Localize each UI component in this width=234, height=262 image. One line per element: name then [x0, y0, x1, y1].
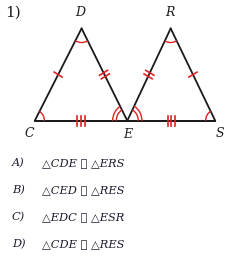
Text: △CED ≅ △RES: △CED ≅ △RES	[42, 185, 124, 195]
Text: 1): 1)	[5, 5, 21, 19]
Text: R: R	[165, 7, 175, 19]
Text: S: S	[216, 127, 224, 140]
Text: △CDE ≅ △RES: △CDE ≅ △RES	[42, 239, 124, 249]
Text: D: D	[75, 7, 85, 19]
Text: C): C)	[12, 212, 25, 222]
Text: D): D)	[12, 239, 26, 249]
Text: C: C	[24, 127, 34, 140]
Text: △EDC ≅ △ESR: △EDC ≅ △ESR	[42, 212, 124, 222]
Text: B): B)	[12, 185, 25, 195]
Text: E: E	[123, 128, 132, 141]
Text: △CDE ≅ △ERS: △CDE ≅ △ERS	[42, 158, 124, 168]
Text: A): A)	[12, 158, 25, 168]
